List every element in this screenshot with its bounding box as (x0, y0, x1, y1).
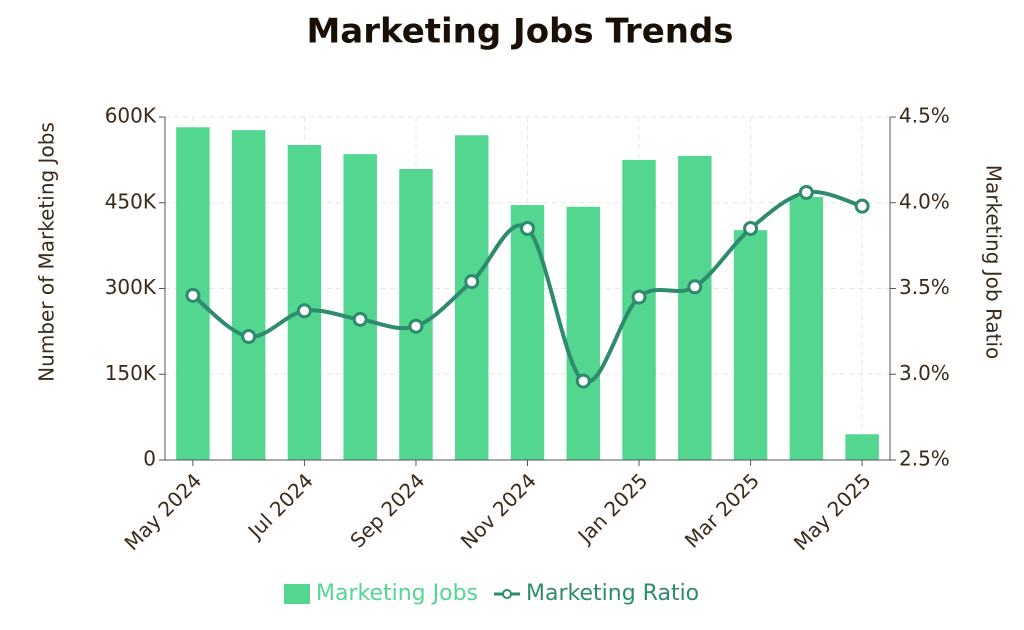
x-tick-label: Sep 2024 (345, 468, 429, 552)
bar (678, 155, 712, 460)
bar (399, 169, 433, 460)
bar (789, 197, 824, 461)
line-point (798, 184, 814, 200)
y2-tick-label: 4.0% (899, 189, 950, 213)
line-point (520, 220, 535, 236)
x-tick-label: Nov 2024 (456, 468, 541, 553)
bar (231, 130, 266, 461)
legend-label: Marketing Ratio (526, 581, 699, 606)
y2-tick-label: 3.5% (899, 275, 950, 299)
line-point (408, 318, 424, 334)
y2-tick-label: 2.5% (899, 447, 950, 471)
line-point (743, 220, 759, 236)
y2-tick-label: 3.0% (899, 361, 950, 385)
y-tick-label: 0 (143, 447, 156, 471)
bar (287, 145, 322, 461)
line-point (352, 311, 368, 327)
line-point (185, 287, 201, 303)
bar (845, 434, 879, 460)
x-tick-label: Mar 2025 (680, 468, 764, 552)
line-point (464, 274, 480, 290)
y2-tick-label: 4.5% (899, 104, 950, 128)
y-tick-label: 150K (105, 361, 157, 385)
x-tick-label: May 2024 (120, 468, 207, 555)
chart-title: Marketing Jobs Trends (306, 12, 733, 52)
bar (566, 206, 600, 460)
line-point (296, 303, 312, 319)
bar (733, 230, 768, 460)
line-point (575, 373, 591, 389)
y-tick-label: 450K (105, 189, 157, 213)
legend-swatch (502, 589, 513, 599)
bar (455, 135, 489, 460)
y-tick-label: 600K (105, 104, 157, 128)
x-tick-label: May 2025 (789, 468, 876, 555)
y-tick-label: 300K (105, 275, 157, 299)
bar (510, 205, 545, 460)
line-point (854, 198, 870, 214)
legend-label: Marketing Jobs (316, 581, 478, 606)
legend: Marketing Jobs Marketing Ratio (284, 581, 699, 606)
line-point (241, 329, 257, 345)
y-axis-title: Number of Marketing Jobs (35, 122, 59, 382)
x-tick-label: Jan 2025 (572, 468, 653, 549)
legend-swatch (284, 584, 310, 604)
x-tick-label: Jul 2024 (242, 468, 318, 544)
bar (343, 154, 377, 461)
line-point (687, 279, 703, 295)
line-point (631, 289, 647, 305)
y2-axis-title: Marketing Job Ratio (982, 165, 1006, 360)
